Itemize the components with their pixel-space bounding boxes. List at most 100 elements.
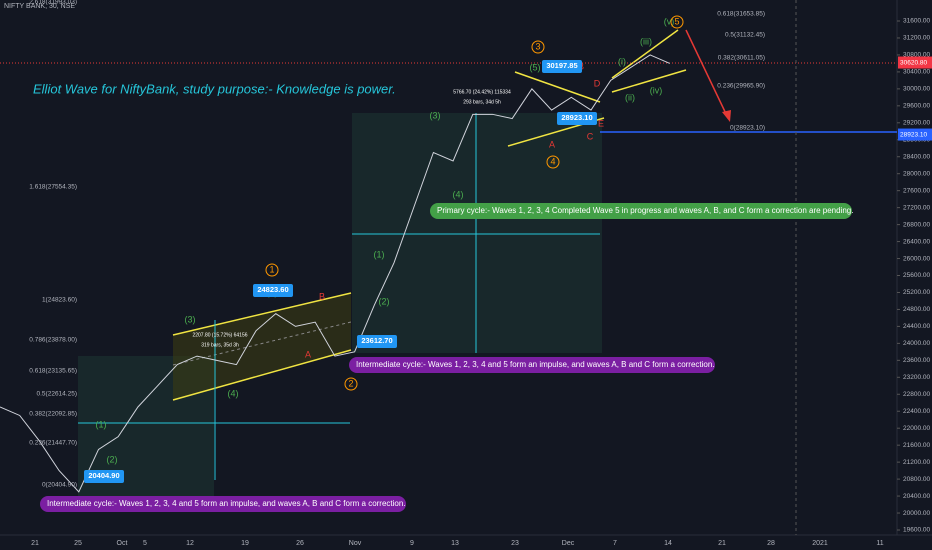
- wave-label: (5): [530, 62, 541, 72]
- wave-label: C: [587, 131, 594, 141]
- channel-mid: [172, 321, 352, 366]
- channel: [173, 293, 351, 400]
- x-tick-label: 21: [31, 540, 39, 547]
- y-tick-label: 30800.00: [903, 52, 930, 59]
- wave-label: D: [594, 78, 601, 88]
- comment-bubble: [349, 357, 715, 373]
- y-tick-label: 25600.00: [903, 272, 930, 279]
- wave-label: (i): [618, 56, 626, 66]
- y-tick-label: 31600.00: [903, 18, 930, 25]
- x-tick-label: 9: [410, 540, 414, 547]
- price-box-label: 23612.70: [361, 336, 392, 345]
- x-tick-label: 7: [613, 540, 617, 547]
- x-tick-label: 28: [767, 540, 775, 547]
- y-tick-label: 28400.00: [903, 153, 930, 160]
- wave-label: 4: [550, 156, 555, 166]
- comment-bubble: [430, 203, 852, 219]
- y-tick-label: 22000.00: [903, 425, 930, 432]
- y-tick-label: 20000.00: [903, 510, 930, 517]
- y-tick-label: 22400.00: [903, 408, 930, 415]
- fib-label: 1(24823.60): [42, 297, 77, 304]
- y-tick-label: 30000.00: [903, 86, 930, 93]
- x-tick-label: 26: [296, 540, 304, 547]
- wave-label: 1: [269, 264, 274, 274]
- chart-title: NIFTY BANK, 30, NSE: [4, 3, 75, 10]
- wedge-line: [611, 29, 679, 79]
- wave-label: B: [319, 291, 325, 301]
- y-tick-label: 25200.00: [903, 289, 930, 296]
- price-tag: [898, 128, 932, 141]
- measure-label: 319 bars, 35d 3h: [201, 342, 239, 348]
- fib-label: 0.236(21447.70): [29, 440, 77, 447]
- fib-label: 0.236(29965.90): [717, 83, 765, 90]
- x-tick-label: Oct: [117, 540, 128, 547]
- y-tick-label: 26400.00: [903, 238, 930, 245]
- x-tick-label: 19: [241, 540, 249, 547]
- fib-label: 0.382(22092.85): [29, 411, 77, 418]
- fib-label: 0.786(23878.00): [29, 337, 77, 344]
- y-tick-label: 24800.00: [903, 306, 930, 313]
- wave-label: (2): [107, 454, 118, 464]
- headline: Elliot Wave for NiftyBank, study purpose…: [33, 81, 396, 96]
- wave-circle: [546, 155, 560, 169]
- y-tick-label: 29600.00: [903, 103, 930, 110]
- y-tick-label: 27200.00: [903, 204, 930, 211]
- price-box: [84, 470, 124, 483]
- y-tick-label: 22800.00: [903, 391, 930, 398]
- x-tick-label: 2021: [812, 540, 828, 547]
- x-tick-label: 11: [876, 540, 883, 547]
- triangle-line: [514, 71, 601, 103]
- wave-circle: [670, 15, 684, 29]
- price-box-label: 20404.90: [88, 471, 119, 480]
- arrow-head: [722, 110, 731, 122]
- y-tick-label: 26000.00: [903, 255, 930, 262]
- y-tick-label: 30400.00: [903, 69, 930, 76]
- wave-label: (iii): [640, 36, 652, 46]
- x-tick-label: 21: [718, 540, 726, 547]
- comment-text: Primary cycle:- Waves 1, 2, 3, 4 Complet…: [437, 206, 853, 215]
- y-tick-label: 19600.00: [903, 527, 930, 534]
- wave-label: (ii): [625, 92, 635, 102]
- y-tick-label: 28000.00: [903, 170, 930, 177]
- x-tick-label: 5: [143, 540, 147, 547]
- fib-label: 0.618(23135.65): [29, 368, 77, 375]
- forecast-arrow: [685, 29, 729, 119]
- wedge-line: [611, 69, 687, 93]
- price-box: [357, 335, 397, 348]
- y-tick-label: 31200.00: [903, 35, 930, 42]
- wave-circle: [265, 263, 279, 277]
- y-tick-label: 26800.00: [903, 221, 930, 228]
- y-tick-label: 24400.00: [903, 323, 930, 330]
- measure-label: 5766.70 (24.42%) 115334: [453, 89, 511, 95]
- fib-label: 0.382(30611.05): [718, 55, 765, 62]
- fib-label: 0(28923.10): [730, 125, 765, 132]
- price-box-label: 30197.85: [546, 61, 577, 70]
- price-box: [542, 60, 582, 73]
- wave-label: A: [305, 349, 311, 359]
- wave-label: (2): [379, 296, 390, 306]
- y-tick-label: 27600.00: [903, 187, 930, 194]
- y-tick-label: 23200.00: [903, 374, 930, 381]
- x-tick-label: Nov: [349, 540, 362, 547]
- comment-text: Intermediate cycle:- Waves 1, 2, 3, 4 an…: [356, 360, 715, 369]
- price-tag-label: 28923.10: [900, 131, 927, 138]
- measure-label: 293 bars, 34d 5h: [463, 99, 501, 105]
- y-tick-label: 20800.00: [903, 476, 930, 483]
- fib-label: 0(20404.90): [42, 482, 77, 489]
- price-box: [557, 112, 597, 125]
- comment-text: Intermediate cycle:- Waves 1, 2, 3, 4 an…: [47, 499, 406, 508]
- y-tick-label: 20400.00: [903, 493, 930, 500]
- wave-label: (3): [185, 314, 196, 324]
- fib-label: 0.5(22614.25): [37, 391, 77, 398]
- wave-label: (v): [664, 16, 675, 26]
- x-tick-label: Dec: [562, 540, 575, 547]
- wave-circle: [344, 377, 358, 391]
- wave-label: (4): [453, 189, 464, 199]
- wave-label: (1): [374, 249, 385, 259]
- wave-label: (iv): [650, 85, 663, 95]
- channel-line: [172, 292, 352, 336]
- measure-label: 2207.80 (15.72%) 64156: [192, 332, 247, 338]
- y-tick-label: 29200.00: [903, 120, 930, 127]
- fib-label: 1.618(27554.35): [29, 184, 77, 191]
